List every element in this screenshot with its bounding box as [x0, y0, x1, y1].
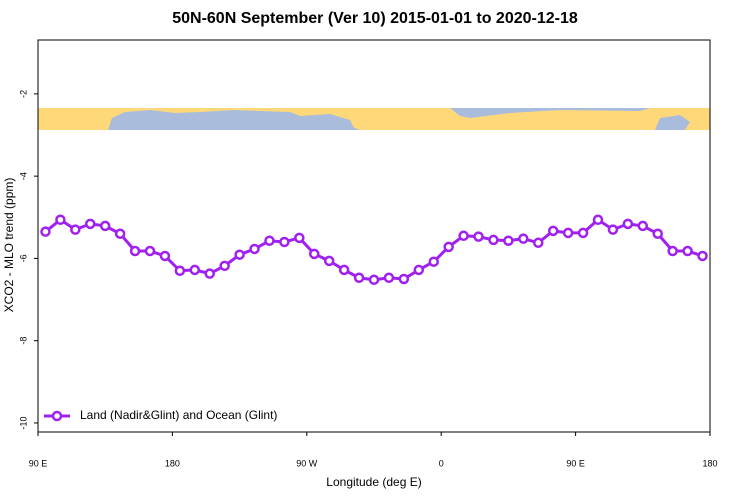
x-tick-label: 0 — [439, 458, 444, 468]
data-point — [637, 220, 649, 232]
y-tick-label: -10 — [18, 416, 28, 429]
data-point — [667, 245, 678, 257]
data-point — [338, 264, 350, 276]
data-point — [652, 228, 663, 239]
data-point — [294, 232, 305, 244]
x-tick-label: 90 E — [29, 458, 48, 468]
x-axis-label: Longitude (deg E) — [326, 475, 421, 489]
y-tick-label: -4 — [18, 172, 28, 180]
data-point — [473, 231, 484, 242]
data-point — [279, 236, 290, 248]
data-point — [368, 274, 380, 286]
x-tick-label: 180 — [165, 458, 180, 468]
data-point — [144, 245, 156, 257]
data-point — [189, 264, 201, 276]
data-point — [99, 220, 111, 232]
series-line — [44, 217, 704, 282]
data-point — [85, 218, 96, 230]
legend-label: Land (Nadir&Glint) and Ocean (Glint) — [80, 408, 277, 422]
data-point — [682, 245, 693, 257]
y-tick-label: -2 — [18, 90, 28, 98]
data-point — [503, 235, 514, 246]
data-point — [577, 227, 589, 239]
y-axis-label: XCO2 - MLO trend (ppm) — [2, 178, 16, 313]
data-point — [55, 214, 66, 226]
data-point — [249, 243, 260, 255]
data-point — [114, 228, 126, 239]
data-point — [398, 273, 410, 285]
data-point — [547, 225, 559, 237]
data-point — [413, 264, 425, 276]
data-point — [353, 272, 365, 284]
data-point — [518, 233, 529, 244]
data-point — [309, 248, 320, 260]
x-tick-label: 90 W — [296, 458, 318, 468]
data-point — [264, 235, 275, 246]
y-tick-label: -6 — [18, 254, 28, 262]
data-point — [174, 265, 186, 277]
x-tick-label: 90 E — [566, 458, 585, 468]
map-band — [38, 108, 710, 130]
data-point — [428, 256, 439, 267]
data-point — [697, 250, 708, 262]
data-point — [607, 224, 619, 235]
data-point — [159, 250, 171, 262]
chart-title: 50N-60N September (Ver 10) 2015-01-01 to… — [172, 10, 578, 27]
data-point — [562, 227, 574, 239]
y-tick-label: -8 — [18, 337, 28, 345]
data-point — [40, 226, 51, 237]
data-point — [533, 237, 544, 249]
data-point — [622, 218, 634, 230]
legend-marker — [51, 410, 63, 422]
x-tick-label: 180 — [702, 458, 717, 468]
data-point — [383, 272, 395, 284]
data-point — [219, 260, 230, 272]
data-point — [458, 230, 469, 242]
data-point — [70, 224, 81, 235]
data-point — [129, 245, 141, 257]
data-point — [488, 234, 499, 246]
data-point — [592, 214, 604, 226]
data-point — [323, 255, 335, 267]
data-point — [234, 249, 245, 260]
data-point — [443, 241, 454, 253]
plot-frame — [37, 39, 711, 433]
data-point — [204, 268, 215, 279]
